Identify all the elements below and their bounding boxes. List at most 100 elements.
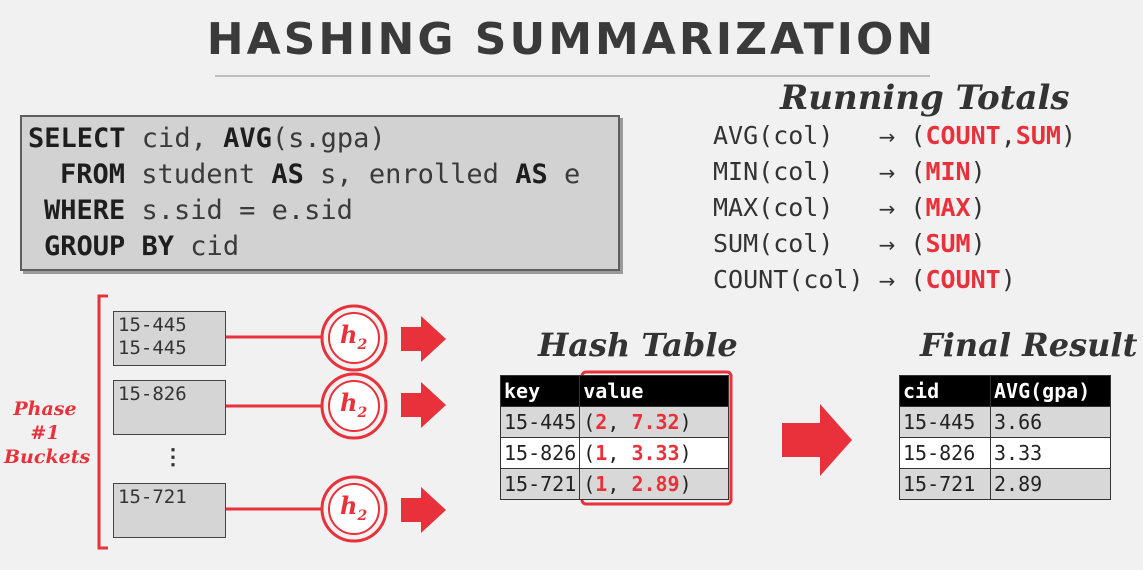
hash-table-header-value: value (579, 375, 729, 407)
bucket-entry: 15-445 (118, 314, 187, 336)
count-value: 1 (595, 441, 608, 465)
aggregate-arg: (col) (758, 229, 834, 258)
count-value: 1 (595, 472, 608, 496)
final-result-title: Final Result (920, 326, 1138, 364)
result-avg-cell: 3.33 (990, 437, 1111, 469)
bucket-entry: 15-445 (118, 337, 187, 359)
paren: ( (895, 121, 926, 150)
result-cid-cell: 15-826 (899, 437, 991, 469)
hash-table-row: 15-721 (1, 2.89) (499, 468, 729, 500)
sql-keyword: AS (515, 159, 548, 190)
running-total-row: COUNT(col) → (COUNT) (713, 262, 1016, 299)
sql-keyword: GROUP BY (44, 231, 175, 262)
arrow-icon: → (878, 197, 896, 221)
running-total-row: SUM(col) → (SUM) (713, 226, 986, 263)
aggregate-fn: MIN (713, 157, 759, 186)
hash-fn-label-2: h2 (340, 388, 368, 421)
result-avg-cell: 3.66 (990, 406, 1111, 438)
count-value: 2 (595, 410, 608, 434)
hash-table: key value 15-445 (2, 7.32) 15-826 (1, 3.33)… (499, 375, 729, 500)
arrow-icon: → (878, 269, 896, 293)
sql-keyword: WHERE (44, 195, 126, 226)
total-component: MAX (925, 193, 971, 222)
sql-text: (s.gpa) (271, 123, 386, 154)
aggregate-arg: (col) (788, 265, 864, 294)
paren: ) (1060, 121, 1076, 150)
aggregate-fn: COUNT (713, 265, 789, 294)
final-result-header-cid: cid (899, 375, 991, 407)
comma: , (1000, 121, 1016, 150)
hash-key-cell: 15-721 (499, 468, 581, 500)
hash-table-title: Hash Table (538, 326, 738, 364)
hash-table-row: 15-445 (2, 7.32) (499, 406, 729, 438)
hash-table-row: 15-826 (1, 3.33) (499, 437, 729, 469)
aggregate-fn: SUM (713, 229, 759, 258)
sql-line-groupby: GROUP BY cid (44, 229, 239, 265)
hash-value-cell: (1, 2.89) (579, 468, 729, 500)
sql-text: cid, (125, 123, 224, 154)
hash-value-cell: (1, 3.33) (579, 437, 729, 469)
total-component: SUM (925, 229, 971, 258)
arrow-icon: → (878, 161, 896, 185)
bucket-1: 15-445 15-445 (113, 311, 226, 366)
sum-value: 3.33 (631, 441, 680, 465)
running-total-row: MIN(col) → (MIN) (713, 154, 986, 191)
aggregate-arg: (col) (758, 157, 834, 186)
hash-circle-3 (320, 475, 388, 543)
phase-bracket (97, 294, 108, 550)
sql-keyword: AVG (223, 123, 272, 154)
bucket-3: 15-721 (113, 483, 226, 538)
title-underline (215, 75, 930, 77)
hash-value-cell: (2, 7.32) (579, 406, 729, 438)
bucket-2: 15-826 (113, 380, 226, 435)
total-component: COUNT (925, 265, 1001, 294)
sql-keyword: FROM (60, 159, 126, 190)
final-result-header-avg: AVG(gpa) (990, 375, 1111, 407)
paren: ( (895, 265, 926, 294)
sum-value: 2.89 (631, 472, 680, 496)
total-component: COUNT (925, 121, 1001, 150)
running-total-row: AVG(col) → (COUNT,SUM) (713, 118, 1076, 155)
bucket-entry: 15-826 (118, 383, 187, 405)
sql-text: e (547, 159, 581, 190)
flow-arrow-1 (401, 316, 446, 362)
bucket-entry: 15-721 (118, 486, 187, 508)
phase-label-line: Buckets (4, 446, 91, 468)
arrow-icon: → (878, 125, 896, 149)
running-totals-title: Running Totals (780, 78, 1070, 118)
hash-fn-label-1: h2 (340, 320, 368, 353)
aggregate-fn: MAX (713, 193, 759, 222)
sql-text: student (125, 159, 272, 190)
sql-text: s, enrolled (303, 159, 516, 190)
phase-label: Phase #1 Buckets (4, 397, 91, 469)
aggregate-arg: (col) (758, 121, 834, 150)
total-component: MIN (925, 157, 971, 186)
paren: ) (1000, 265, 1016, 294)
paren: ) (970, 157, 986, 186)
result-avg-cell: 2.89 (990, 468, 1111, 500)
sql-line-select: SELECT cid, AVG(s.gpa) (28, 121, 386, 157)
final-result-row: 15-445 3.66 (899, 406, 1111, 438)
hash-key-cell: 15-826 (499, 437, 581, 469)
sql-keyword: SELECT (28, 123, 126, 154)
sql-text: cid (174, 231, 240, 262)
flow-arrow-2 (401, 382, 446, 428)
sql-line-where: WHERE s.sid = e.sid (44, 193, 353, 229)
final-result-table: cid AVG(gpa) 15-445 3.66 15-826 3.33 15-721 2… (899, 375, 1111, 500)
hash-table-header-key: key (499, 375, 581, 407)
sql-query-box: SELECT cid, AVG(s.gpa) FROM student AS s… (20, 115, 620, 271)
final-result-row: 15-721 2.89 (899, 468, 1111, 500)
final-result-row: 15-826 3.33 (899, 437, 1111, 469)
sql-line-from: FROM student AS s, enrolled AS e (60, 157, 580, 193)
result-cid-cell: 15-721 (899, 468, 991, 500)
arrow-icon: → (878, 233, 896, 257)
result-arrow (782, 404, 852, 476)
paren: ( (895, 193, 926, 222)
hash-circle-1 (320, 304, 388, 372)
paren: ) (970, 229, 986, 258)
flow-arrow-3 (401, 487, 446, 533)
hash-fn-label-3: h2 (340, 491, 368, 524)
paren: ( (895, 157, 926, 186)
phase-label-line: Phase #1 (13, 398, 77, 444)
